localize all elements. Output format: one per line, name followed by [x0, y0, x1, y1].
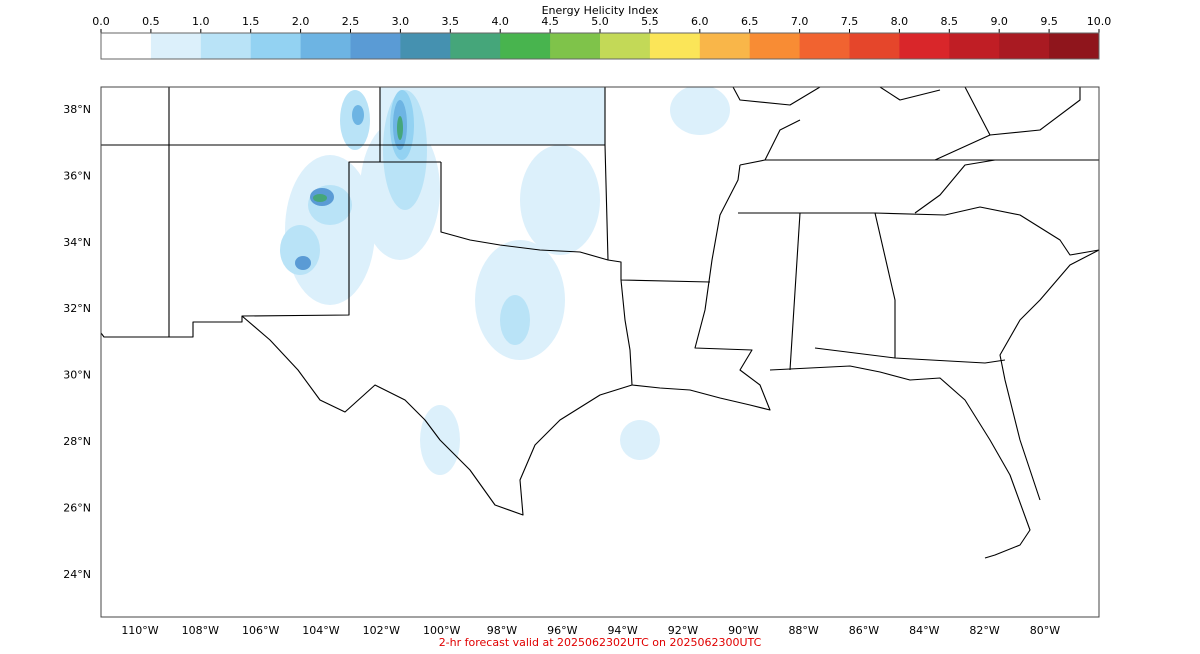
- lat-label: 36°N: [63, 169, 91, 182]
- lon-label: 94°W: [607, 624, 637, 637]
- lon-label: 80°W: [1030, 624, 1060, 637]
- lon-label: 96°W: [547, 624, 577, 637]
- colorbar-tick-label: 5.5: [641, 15, 659, 28]
- lat-label: 26°N: [63, 501, 91, 514]
- lat-label: 34°N: [63, 236, 91, 249]
- map: 38°N 36°N 34°N 32°N 30°N 28°N 26°N 24°N 110°W 108…: [63, 86, 1100, 637]
- colorbar-segment: [450, 33, 501, 59]
- colorbar-tick-label: 4.0: [491, 15, 509, 28]
- colorbar-segment: [350, 33, 401, 59]
- colorbar-tick-label: 8.0: [891, 15, 909, 28]
- colorbar-tick-label: 9.5: [1040, 15, 1058, 28]
- lat-label: 28°N: [63, 435, 91, 448]
- lon-label: 108°W: [182, 624, 219, 637]
- map-frame: [100, 86, 1100, 618]
- colorbar-segment: [500, 33, 551, 59]
- borders: [101, 87, 1099, 559]
- lon-label: 98°W: [487, 624, 517, 637]
- colorbar-tick-label: 2.0: [292, 15, 310, 28]
- lon-label: 82°W: [969, 624, 999, 637]
- colorbar-segment: [1049, 33, 1100, 59]
- colorbar-frame: [100, 32, 1100, 60]
- lon-label: 104°W: [302, 624, 339, 637]
- colorbar-segment: [749, 33, 801, 59]
- colorbar-segment: [300, 33, 351, 59]
- footer: 2-hr forecast valid at 2025062302UTC on …: [439, 636, 762, 649]
- colorbar-tick-label: 1.0: [192, 15, 210, 28]
- colorbar-segment: [550, 33, 601, 59]
- lon-label: 92°W: [668, 624, 698, 637]
- colorbar: 0.0 0.5 1.0 1.5 2.0 2.5 3.0 3.5 4.0 4.5 5.0 5.5 6.0 6…: [92, 15, 1111, 59]
- colorbar-segment: [949, 33, 1000, 59]
- colorbar-segment: [699, 33, 751, 59]
- colorbar-tick-label: 0.5: [142, 15, 160, 28]
- colorbar-segment: [849, 33, 900, 59]
- lat-label: 24°N: [63, 568, 91, 581]
- colorbar-segment: [101, 33, 152, 59]
- colorbar-tick-label: 1.5: [242, 15, 260, 28]
- colorbar-segment: [649, 33, 701, 59]
- colorbar-title: Energy Helicity Index: [542, 4, 659, 17]
- axis-labels: 38°N 36°N 34°N 32°N 30°N 28°N 26°N 24°N 110°W 108…: [63, 103, 1060, 637]
- colorbar-segment: [799, 33, 850, 59]
- colorbar-segment: [150, 33, 202, 59]
- lon-label: 100°W: [423, 624, 460, 637]
- colorbar-tick-label: 0.0: [92, 15, 110, 28]
- colorbar-tick-label: 7.5: [841, 15, 859, 28]
- colorbar-tick-label: 3.0: [392, 15, 410, 28]
- colorbar-segment: [400, 33, 451, 59]
- colorbar-tick-label: 4.5: [541, 15, 559, 28]
- colorbar-tick-label: 5.0: [591, 15, 609, 28]
- lat-label: 32°N: [63, 302, 91, 315]
- precip-field: [280, 87, 730, 475]
- lon-label: 110°W: [121, 624, 158, 637]
- colorbar-segment: [600, 33, 651, 59]
- lat-label: 30°N: [63, 369, 91, 382]
- colorbar-tick-label: 6.0: [691, 15, 709, 28]
- colorbar-tick-label: 3.5: [442, 15, 460, 28]
- lon-label: 106°W: [242, 624, 279, 637]
- colorbar-tick-label: 9.0: [990, 15, 1008, 28]
- colorbar-tick-label: 7.0: [791, 15, 809, 28]
- colorbar-segment: [200, 33, 252, 59]
- colorbar-tick-label: 6.5: [741, 15, 759, 28]
- colorbar-tick-label: 10.0: [1087, 15, 1112, 28]
- lon-label: 102°W: [363, 624, 400, 637]
- colorbar-tick-label: 8.5: [941, 15, 959, 28]
- colorbar-tick-label: 2.5: [342, 15, 360, 28]
- lat-label: 38°N: [63, 103, 91, 116]
- colorbar-segment: [899, 33, 950, 59]
- lon-label: 84°W: [909, 624, 939, 637]
- lon-label: 88°W: [788, 624, 818, 637]
- colorbar-segment: [250, 33, 302, 59]
- colorbar-segment: [999, 33, 1050, 59]
- lon-label: 90°W: [728, 624, 758, 637]
- lon-label: 86°W: [849, 624, 879, 637]
